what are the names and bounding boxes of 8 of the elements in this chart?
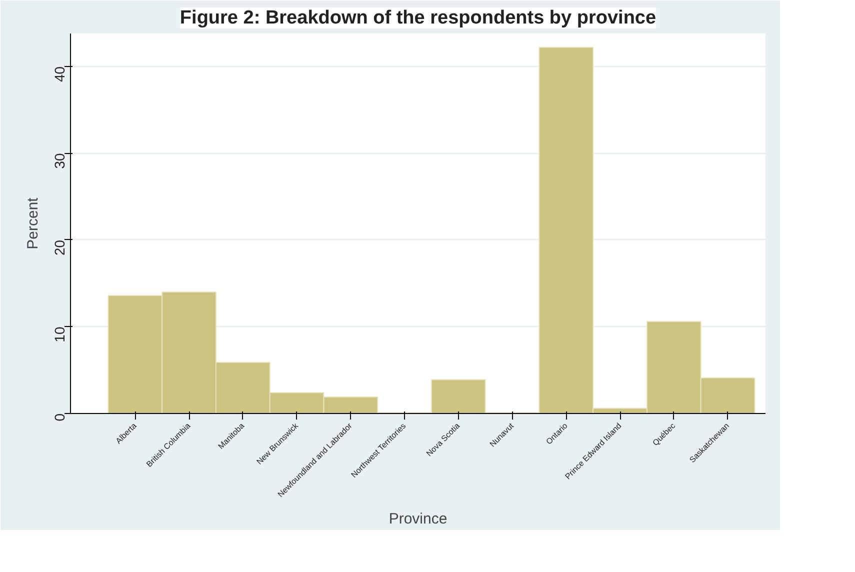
- y-tick-label: 40: [52, 66, 68, 82]
- y-tick-label: 0: [52, 413, 68, 422]
- y-axis-title: Percent: [24, 196, 42, 250]
- y-tick-label: 30: [52, 153, 68, 169]
- chart-title: Figure 2: Breakdown of the respondents by province: [180, 8, 656, 28]
- y-tick-label: 20: [52, 240, 68, 256]
- y-tick-label: 10: [52, 326, 68, 342]
- x-axis-title: Province: [388, 510, 448, 528]
